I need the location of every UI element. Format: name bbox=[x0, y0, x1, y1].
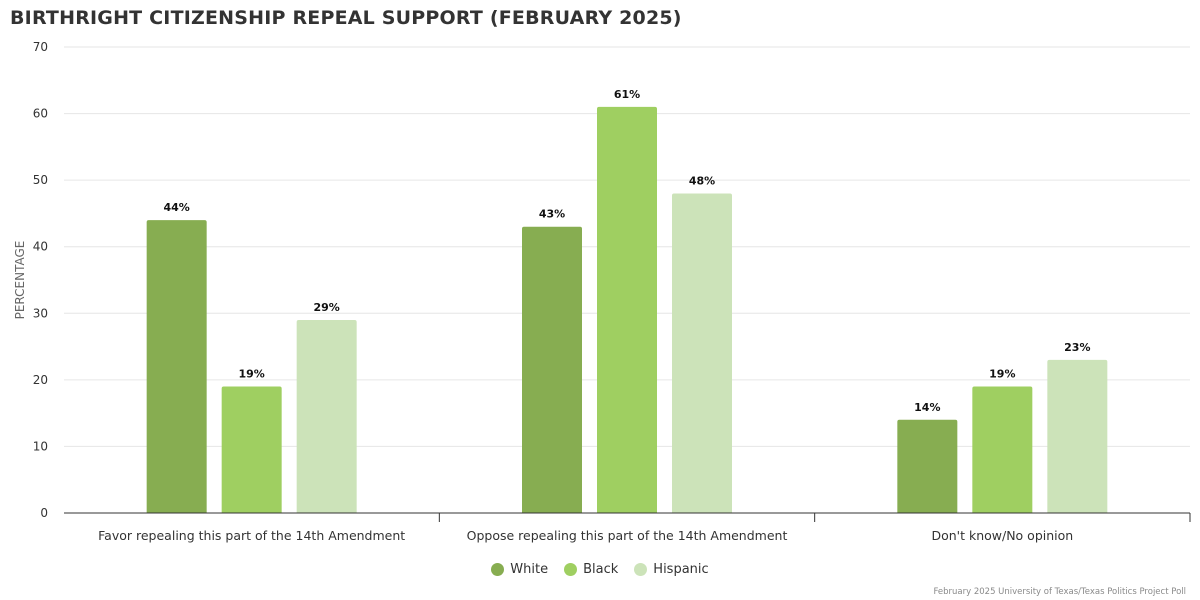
source-note: February 2025 University of Texas/Texas … bbox=[933, 587, 1186, 597]
y-tick-label: 10 bbox=[33, 439, 48, 453]
bar-value-label-white: 43% bbox=[539, 208, 565, 221]
bar-hispanic[interactable] bbox=[672, 193, 732, 513]
bar-value-labels: 44% 19% 29% 43% 61% 48% 14% 19% 23% bbox=[163, 88, 1090, 414]
legend-swatch-hispanic bbox=[634, 563, 648, 576]
bars bbox=[146, 106, 1108, 514]
bar-value-label-white: 44% bbox=[163, 201, 189, 214]
x-category-label: Oppose repealing this part of the 14th A… bbox=[467, 528, 788, 543]
bar-value-label-white: 14% bbox=[914, 401, 940, 414]
bar-value-label-hispanic: 48% bbox=[689, 174, 715, 187]
bar-value-label-hispanic: 23% bbox=[1064, 341, 1090, 354]
legend-label-black: Black bbox=[583, 562, 619, 577]
y-tick-label: 50 bbox=[33, 173, 48, 187]
y-tick-label: 60 bbox=[33, 107, 48, 121]
y-axis-label: PERCENTAGE bbox=[13, 241, 27, 320]
bar-hispanic[interactable] bbox=[296, 319, 357, 513]
bar-hispanic[interactable] bbox=[1047, 359, 1108, 513]
y-tick-label: 0 bbox=[40, 506, 48, 520]
bar-value-label-black: 19% bbox=[238, 368, 264, 381]
bar-value-label-hispanic: 29% bbox=[313, 301, 339, 314]
y-axis-ticks: 0 10 20 30 40 50 60 70 bbox=[33, 40, 48, 520]
x-category-label: Favor repealing this part of the 14th Am… bbox=[98, 528, 405, 543]
x-axis: Favor repealing this part of the 14th Am… bbox=[64, 512, 1191, 543]
bar-black[interactable] bbox=[597, 106, 657, 514]
legend-label-white: White bbox=[510, 562, 549, 577]
bar-value-label-black: 19% bbox=[989, 368, 1015, 381]
y-tick-label: 30 bbox=[33, 306, 48, 320]
bar-black[interactable] bbox=[972, 386, 1033, 513]
bar-black[interactable] bbox=[221, 386, 282, 513]
bar-value-label-black: 61% bbox=[614, 88, 640, 101]
legend: White Black Hispanic bbox=[0, 562, 1200, 577]
x-category-label: Don't know/No opinion bbox=[931, 528, 1073, 543]
legend-item-black[interactable]: Black bbox=[564, 562, 618, 577]
legend-swatch-white bbox=[491, 563, 505, 576]
legend-swatch-black bbox=[564, 563, 578, 576]
bar-white[interactable] bbox=[897, 419, 958, 513]
y-tick-label: 20 bbox=[33, 373, 48, 387]
bar-white[interactable] bbox=[522, 226, 582, 513]
legend-label-hispanic: Hispanic bbox=[653, 562, 709, 577]
legend-item-white[interactable]: White bbox=[491, 562, 548, 577]
bar-white[interactable] bbox=[146, 220, 207, 514]
y-tick-label: 40 bbox=[33, 240, 48, 254]
chart-title: BIRTHRIGHT CITIZENSHIP REPEAL SUPPORT (F… bbox=[10, 7, 682, 29]
y-tick-label: 70 bbox=[33, 40, 48, 54]
legend-item-hispanic[interactable]: Hispanic bbox=[634, 562, 709, 577]
